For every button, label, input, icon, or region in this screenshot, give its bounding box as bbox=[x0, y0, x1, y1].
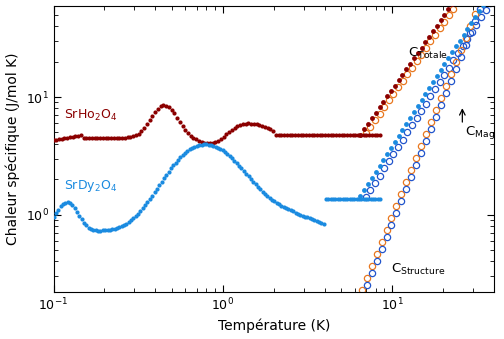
Text: C$_{\rm Totale}$: C$_{\rm Totale}$ bbox=[408, 46, 449, 61]
Text: C$_{\rm Mag}$: C$_{\rm Mag}$ bbox=[465, 124, 495, 141]
Text: SrDy$_2$O$_4$: SrDy$_2$O$_4$ bbox=[64, 178, 117, 194]
Text: C$_{\rm Structure}$: C$_{\rm Structure}$ bbox=[391, 262, 445, 277]
X-axis label: Température (K): Température (K) bbox=[218, 319, 330, 334]
Text: SrHo$_2$O$_4$: SrHo$_2$O$_4$ bbox=[64, 108, 117, 123]
Y-axis label: Chaleur spécifique (J/mol K): Chaleur spécifique (J/mol K) bbox=[6, 53, 20, 245]
